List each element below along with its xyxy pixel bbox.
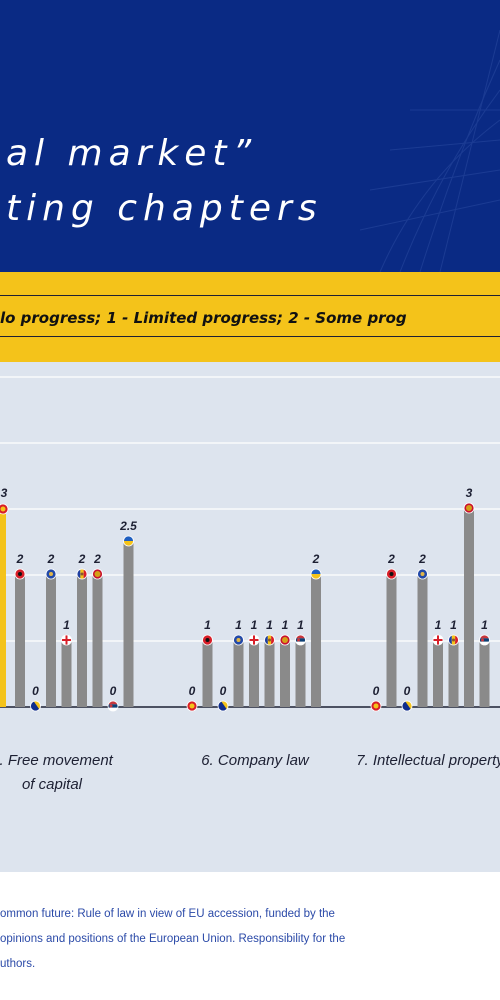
value-label: 1 [251,618,258,632]
value-label: 2 [16,552,24,566]
value-label: 2.5 [119,519,137,533]
footer-line-3: uthors. [0,958,36,970]
bar [311,575,321,707]
bar [46,575,56,707]
value-label: 1 [282,618,289,632]
north-macedonia-flag-icon [186,700,198,712]
category-label: of capital [22,776,83,793]
legend-box [0,295,500,337]
footer-line-2: opinions and positions of the European U… [0,933,346,945]
georgia-flag-icon [432,634,444,646]
value-label: 1 [450,618,457,632]
bar [280,641,290,707]
value-label: 0 [110,684,117,698]
georgia-flag-icon [248,634,260,646]
kosovo-flag-icon [233,634,244,646]
value-label: 2 [387,552,395,566]
kosovo-flag-icon [45,568,57,580]
value-label: 1 [235,618,242,632]
value-label: 1 [481,618,488,632]
footer [0,872,500,1000]
page-title-line-1: al market” [6,133,258,174]
bar [386,575,397,707]
bar [15,575,25,707]
header-pattern [359,29,500,272]
serbia-flag-icon [295,634,306,646]
value-label: 1 [435,618,442,632]
value-label: 3 [466,486,473,500]
value-label: 1 [204,618,211,632]
bar [479,641,490,707]
footer-line-1: ommon future: Rule of law in view of EU … [0,908,335,920]
bar [417,575,428,707]
bar [433,641,443,707]
ukraine-flag-icon [123,535,134,547]
value-label: 2 [312,552,320,566]
bosnia-flag-icon [401,700,413,712]
bar [123,542,134,707]
highlight-bar [0,509,6,707]
bar [77,575,87,707]
category-label: 4. Free movement [0,752,114,769]
value-label: 2 [418,552,426,566]
bar [448,641,459,707]
north-macedonia-flag-icon [370,700,382,712]
value-label: 1 [266,618,273,632]
value-label: 1 [297,618,304,632]
bar [92,575,103,707]
value-label: 0 [189,684,196,698]
ukraine-flag-icon [310,568,322,580]
value-label: 2 [47,552,55,566]
kosovo-flag-icon [417,568,428,580]
bar [202,641,213,707]
moldova-flag-icon [264,634,275,646]
bar [264,641,275,707]
montenegro-flag-icon [92,568,103,580]
value-label: 0 [32,684,39,698]
value-label: 0 [404,684,411,698]
albania-flag-icon [202,634,213,646]
category-label: 6. Company law [201,752,310,769]
moldova-flag-icon [76,568,88,580]
north-macedonia-flag-icon [0,503,9,515]
serbia-flag-icon [479,634,490,646]
bar [464,509,474,707]
page-title-line-2: ting chapters [6,188,323,229]
legend-text: lo progress; 1 - Limited progress; 2 - S… [0,309,407,327]
legend-band [0,272,500,362]
value-label: 0 [220,684,227,698]
bar [295,641,306,707]
albania-flag-icon [14,568,26,580]
montenegro-flag-icon [463,502,475,514]
category-label: 7. Intellectual property [356,752,500,769]
georgia-flag-icon [61,634,72,646]
value-label: 3 [1,486,8,500]
bosnia-flag-icon [30,700,41,712]
bar [233,641,244,707]
value-label: 0 [373,684,380,698]
albania-flag-icon [386,568,397,580]
serbia-flag-icon [107,700,119,712]
montenegro-flag-icon [279,634,291,646]
bar [249,641,259,707]
header-banner: al market” ting chapters [0,0,500,272]
value-label: 1 [63,618,70,632]
value-label: 2 [78,552,86,566]
moldova-flag-icon [448,634,459,646]
value-label: 2 [93,552,101,566]
bar [61,641,72,707]
bosnia-flag-icon [217,700,229,712]
